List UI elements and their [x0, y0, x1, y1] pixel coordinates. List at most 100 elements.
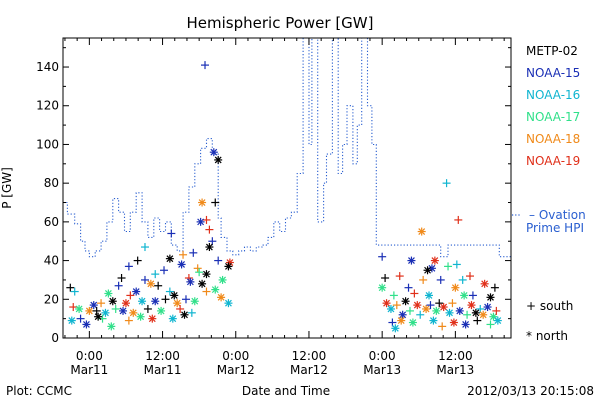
data-point-noaa-16-north: [391, 324, 400, 333]
data-point-noaa-16-north: [386, 304, 395, 313]
data-point-noaa-18-south: [448, 299, 457, 308]
x-tick-label-date: Mar12: [217, 363, 255, 377]
x-tick-label-date: Mar13: [436, 363, 474, 377]
data-point-noaa-15-south: [167, 229, 176, 238]
data-point-noaa-17-north: [432, 306, 441, 315]
data-point-noaa-17-north: [75, 304, 84, 313]
legend-marker-north: * north: [526, 329, 568, 343]
data-point-noaa-19-south: [410, 289, 419, 298]
x-tick-label-time: 0:00: [369, 349, 396, 363]
data-point-noaa-18-north: [85, 306, 94, 315]
data-point-metp-02-north: [401, 297, 410, 306]
data-point-noaa-18-south: [97, 299, 106, 308]
data-point-noaa-16-south: [70, 287, 79, 296]
data-point-noaa-16-south: [476, 304, 485, 313]
data-point-noaa-18-north: [198, 198, 207, 207]
data-point-metp-02-south: [133, 256, 142, 265]
data-point-noaa-18-south: [419, 275, 428, 284]
data-point-noaa-19-north: [121, 299, 130, 308]
plot-frame: [62, 37, 512, 339]
data-point-noaa-16-north: [429, 316, 438, 325]
legend-item-noaa-18: NOAA-18: [526, 132, 580, 146]
data-point-noaa-15-north: [132, 287, 141, 296]
data-point-noaa-19-south: [202, 215, 211, 224]
data-point-noaa-19-south: [492, 306, 501, 315]
data-point-noaa-17-south: [463, 310, 472, 319]
x-tick-label-date: Mar11: [70, 363, 108, 377]
data-point-noaa-19-north: [439, 303, 448, 312]
data-point-noaa-18-south: [124, 316, 133, 325]
data-point-noaa-15-south: [378, 252, 387, 261]
y-tick-label: 60: [44, 215, 59, 229]
legend-item-noaa-19: NOAA-19: [526, 154, 580, 168]
chart-title: Hemispheric Power [GW]: [187, 14, 374, 32]
data-point-noaa-16-south: [187, 308, 196, 317]
data-point-noaa-15-south: [114, 281, 123, 290]
data-point-noaa-19-south: [395, 272, 404, 281]
data-point-noaa-17-south: [444, 262, 453, 271]
y-tick-label: 40: [44, 254, 59, 268]
data-point-noaa-15-north: [483, 303, 492, 312]
data-point-noaa-18-south: [392, 301, 401, 310]
legend: METP-02 NOAA-15 NOAA-16 NOAA-17 NOAA-18 NOAA-…: [512, 44, 586, 343]
data-point-noaa-15-south: [76, 314, 85, 323]
data-point-metp-02-south: [117, 274, 126, 282]
x-tick-label-date: Mar12: [290, 363, 328, 377]
data-point-noaa-16-south: [416, 310, 425, 319]
y-tick-label: 140: [36, 60, 59, 74]
data-point-noaa-19-north: [413, 301, 422, 310]
data-point-noaa-19-north: [382, 299, 391, 308]
data-point-noaa-18-south: [179, 250, 188, 259]
legend-ovation-line1: – Ovation: [529, 208, 586, 222]
data-point-noaa-16-north: [493, 316, 502, 325]
data-point-metp-02-north: [180, 310, 189, 319]
data-point-noaa-16-north: [138, 297, 147, 306]
data-point-noaa-19-south: [454, 215, 463, 224]
data-point-metp-02-north: [214, 155, 223, 164]
data-point-noaa-19-north: [449, 318, 458, 327]
data-point-noaa-19-north: [480, 279, 489, 288]
data-point-noaa-15-south: [388, 318, 397, 327]
x-tick-label-date: Mar13: [363, 363, 401, 377]
data-point-noaa-17-south: [389, 291, 398, 300]
data-point-noaa-16-south: [151, 270, 160, 279]
data-point-metp-02-north: [108, 297, 117, 306]
data-point-metp-02-south: [161, 295, 170, 304]
data-point-noaa-19-south: [466, 272, 475, 281]
data-point-noaa-15-south: [140, 275, 149, 284]
data-point-noaa-17-south: [486, 320, 495, 329]
data-point-noaa-15-south: [214, 256, 223, 265]
ovation-line: [63, 38, 511, 258]
data-point-metp-02-south: [381, 274, 390, 282]
y-tick-label: 0: [51, 331, 59, 345]
data-point-noaa-17-north: [190, 297, 199, 306]
data-point-metp-02-north: [224, 262, 233, 271]
legend-item-noaa-17: NOAA-17: [526, 110, 580, 124]
data-point-noaa-17-north: [107, 322, 116, 331]
data-point-noaa-15-north: [455, 306, 464, 315]
data-point-noaa-16-north: [67, 316, 76, 325]
data-point-noaa-16-south: [458, 275, 467, 284]
data-point-noaa-17-north: [378, 283, 387, 292]
legend-item-noaa-15: NOAA-15: [526, 66, 580, 80]
data-point-noaa-18-north: [173, 299, 182, 308]
data-point-metp-02-north: [198, 279, 207, 288]
data-point-noaa-18-north: [451, 283, 460, 292]
data-point-noaa-19-north: [430, 256, 439, 265]
data-point-noaa-16-south: [165, 287, 174, 296]
data-point-noaa-19-south: [176, 304, 185, 313]
data-point-noaa-15-south: [208, 237, 217, 246]
ovation-series: [63, 38, 511, 258]
data-point-noaa-17-north: [460, 291, 469, 300]
data-point-noaa-19-south: [205, 225, 214, 234]
data-point-noaa-18-north: [479, 310, 488, 319]
y-tick-label: 80: [44, 176, 59, 190]
x-tick-label-time: 12:00: [292, 349, 327, 363]
y-tick-label: 20: [44, 292, 59, 306]
data-point-noaa-15-south: [201, 61, 210, 70]
data-point-noaa-15-south: [404, 283, 413, 292]
x-tick-label-time: 12:00: [145, 349, 180, 363]
data-point-noaa-18-north: [417, 227, 426, 236]
y-axis-label: P [GW]: [0, 167, 14, 209]
